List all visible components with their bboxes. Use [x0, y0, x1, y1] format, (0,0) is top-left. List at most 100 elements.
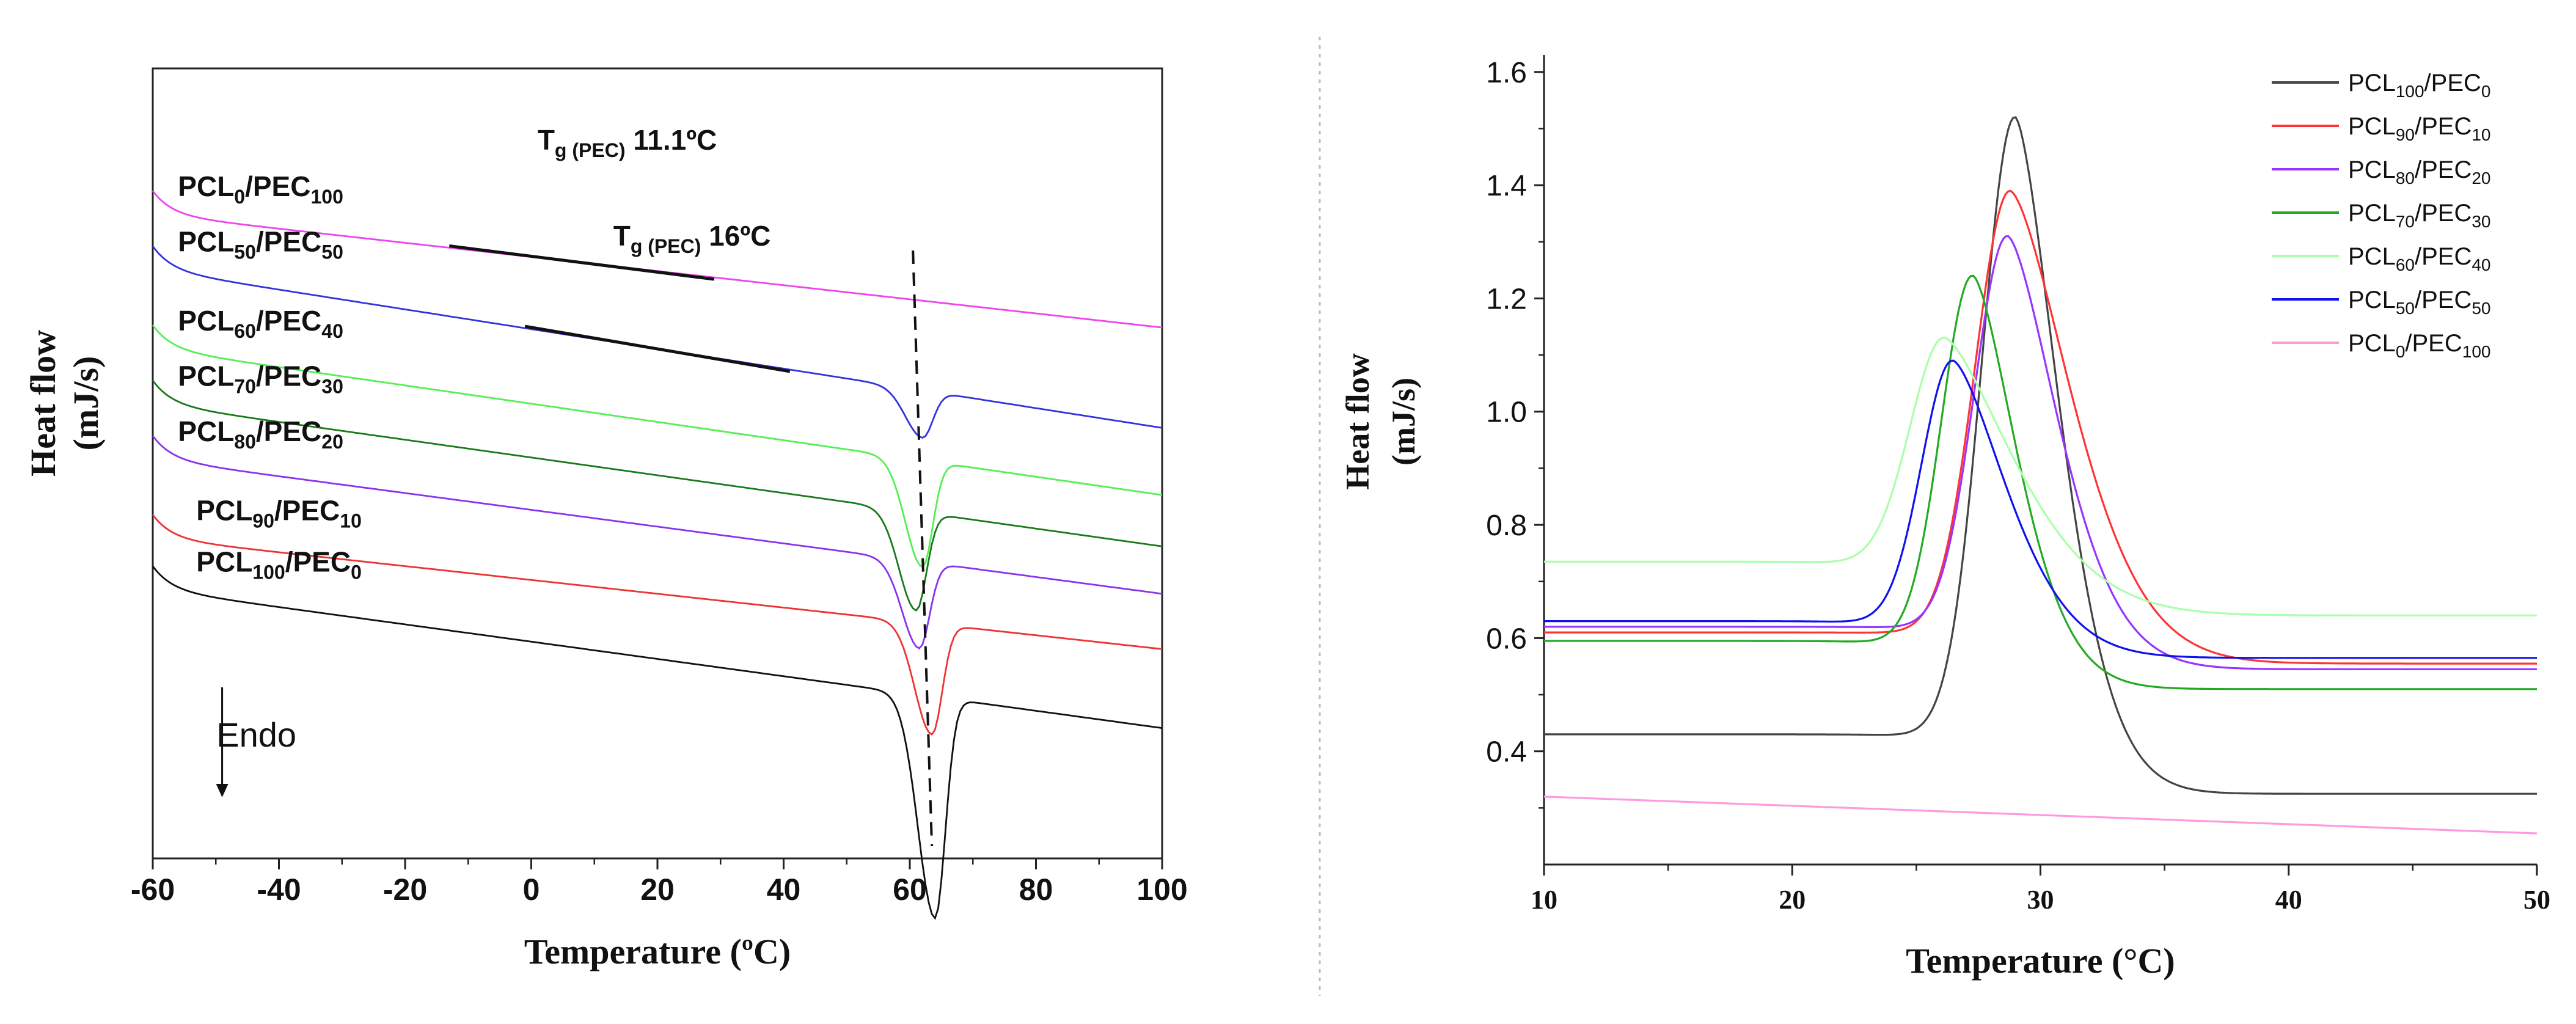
right-x-tick-label: 10 [1531, 885, 1557, 915]
left-series-label-sub2: 0 [351, 561, 362, 583]
left-series-label-sub1: 0 [234, 186, 245, 208]
right-x-tick-label: 30 [2027, 885, 2054, 915]
right-legend-entry-base: PCL [2348, 113, 2396, 140]
right-legend-entry: PCL80/PEC20 [2348, 156, 2490, 188]
right-legend-entry-sub1: 70 [2396, 212, 2415, 231]
left-tg-value: 11.1ºC [625, 124, 717, 156]
left-melting-guide-dashed-line [912, 250, 934, 847]
left-series-label-sub2: 30 [321, 376, 343, 398]
right-legend-entry-base: PCL [2348, 200, 2396, 227]
left-x-tick-label: -60 [131, 872, 175, 907]
left-series-label-mid: /PEC [256, 226, 321, 258]
right-legend-entry-base: PCL [2348, 330, 2396, 357]
left-series-label-base: PCL [178, 415, 234, 447]
right-y-tick-label: 1.2 [1486, 283, 1527, 315]
left-series-line [152, 379, 1163, 612]
right-legend-entry: PCL90/PEC10 [2348, 113, 2490, 144]
left-series-label: PCL90/PEC10 [196, 494, 362, 532]
right-legend-entry: PCL0/PEC100 [2348, 330, 2490, 361]
left-series-label: PCL100/PEC0 [196, 546, 362, 583]
right-legend-entry-mid: /PEC [2415, 243, 2472, 270]
left-series-label-sub2: 50 [321, 241, 343, 263]
right-legend-entry-sub2: 50 [2472, 299, 2490, 318]
right-legend-entry-sub1: 90 [2396, 125, 2415, 144]
left-tg-annotation: Tg (PEC) 11.1ºC [538, 124, 717, 161]
left-tg-value: 16ºC [701, 220, 770, 252]
left-series-line [152, 324, 1163, 568]
left-series-label-sub1: 100 [252, 561, 285, 583]
right-legend-entry-sub1: 0 [2396, 342, 2406, 361]
right-y-axis-title: Heat flow [1339, 353, 1376, 489]
right-y-tick-label: 1.0 [1486, 397, 1527, 429]
left-series-label-mid: /PEC [245, 170, 310, 202]
right-y-tick-label: 1.4 [1486, 170, 1527, 202]
left-series-line [152, 565, 1163, 920]
right-legend-entry-sub2: 0 [2481, 82, 2491, 101]
right-legend-entry: PCL60/PEC40 [2348, 243, 2490, 274]
right-x-axis-title: Temperature (°C) [1906, 941, 2175, 981]
left-series-label: PCL0/PEC100 [178, 170, 343, 208]
left-x-tick-label: 60 [893, 872, 927, 907]
right-legend-entry-base: PCL [2348, 287, 2396, 313]
right-legend-entry-sub2: 10 [2472, 125, 2490, 144]
right-legend-entry-mid: /PEC [2424, 70, 2481, 97]
left-series-line [152, 514, 1163, 736]
right-series-line [1544, 359, 2537, 659]
left-y-axis-unit: (mJ/s) [66, 356, 106, 451]
right-series-line [1544, 189, 2537, 665]
left-y-axis-title: Heat flow [23, 330, 63, 477]
left-tg-sub: g (PEC) [555, 139, 626, 161]
right-series-line [1544, 274, 2537, 690]
right-legend-entry-sub2: 40 [2472, 255, 2490, 274]
right-legend-entry-sub1: 50 [2396, 299, 2415, 318]
left-series-label-mid: /PEC [285, 546, 351, 577]
right-legend-entry-base: PCL [2348, 156, 2396, 183]
left-series-label: PCL80/PEC20 [178, 415, 343, 453]
right-y-axis-unit: (mJ/s) [1385, 378, 1422, 466]
left-x-tick-label: -20 [383, 872, 427, 907]
right-y-tick-label: 0.6 [1486, 623, 1527, 655]
right-legend-entry-mid: /PEC [2415, 156, 2472, 183]
right-legend-entry-mid: /PEC [2405, 330, 2462, 357]
left-series-label-sub1: 90 [252, 510, 274, 532]
right-series-line [1544, 116, 2537, 795]
left-series-line [152, 435, 1163, 650]
left-x-tick-label: 100 [1136, 872, 1187, 907]
left-series-label-base: PCL [178, 170, 234, 202]
left-tg-annotation: Tg (PEC) 16ºC [613, 220, 771, 257]
right-x-tick-label: 20 [1779, 885, 1806, 915]
left-x-tick-label: 20 [640, 872, 675, 907]
right-series-line [1544, 235, 2537, 670]
left-series-label-base: PCL [196, 494, 252, 526]
right-legend-entry-sub2: 100 [2462, 342, 2491, 361]
right-legend-entry: PCL50/PEC50 [2348, 287, 2490, 318]
right-y-tick-label: 0.4 [1486, 736, 1527, 769]
left-series-label-sub2: 10 [340, 510, 362, 532]
right-legend-entry-sub1: 100 [2396, 82, 2424, 101]
left-tg-main: T [613, 220, 631, 252]
left-series-label-base: PCL [196, 546, 252, 577]
right-legend-entry-base: PCL [2348, 243, 2396, 270]
left-series-label: PCL60/PEC40 [178, 305, 343, 342]
left-series-label-mid: /PEC [256, 415, 321, 447]
left-x-axis-title: Temperature (ºC) [524, 932, 791, 971]
left-series-label-mid: /PEC [256, 360, 321, 392]
left-series-label-sub1: 70 [234, 376, 256, 398]
left-series-label: PCL70/PEC30 [178, 360, 343, 398]
left-series-label-base: PCL [178, 226, 234, 258]
right-legend-entry-sub1: 80 [2396, 169, 2415, 188]
right-x-tick-label: 40 [2275, 885, 2302, 915]
left-series-label-base: PCL [178, 305, 234, 337]
right-legend-entry-mid: /PEC [2415, 200, 2472, 227]
right-legend-entry-sub1: 60 [2396, 255, 2415, 274]
left-x-tick-label: 0 [523, 872, 540, 907]
right-x-tick-label: 50 [2523, 885, 2550, 915]
left-series-label-mid: /PEC [274, 494, 340, 526]
left-series-label-sub2: 40 [321, 320, 343, 342]
left-tg-sub: g (PEC) [631, 235, 701, 257]
endo-arrow-head [216, 784, 229, 797]
left-series-label-mid: /PEC [256, 305, 321, 337]
left-series-label-sub1: 50 [234, 241, 256, 263]
right-legend-entry-base: PCL [2348, 70, 2396, 97]
